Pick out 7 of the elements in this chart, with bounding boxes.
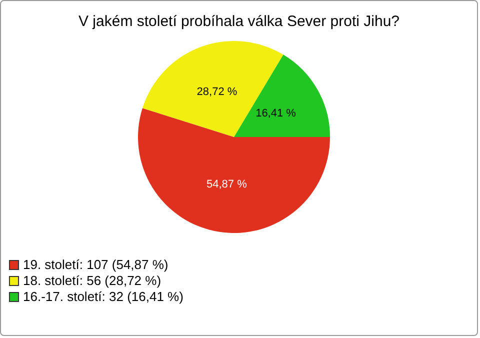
legend-label: 19. století: 107 (54,87 %) xyxy=(23,257,168,273)
data-label: 54,87 % xyxy=(206,178,248,190)
data-label: 16,41 % xyxy=(256,107,296,120)
data-label: 28,72 % xyxy=(196,86,238,98)
chart-title: V jakém století probíhala válka Sever proti Jihu? xyxy=(78,13,400,30)
legend-label: 18. století: 56 (28,72 %) xyxy=(23,273,162,289)
legend-label: 16.-17. století: 32 (16,41 %) xyxy=(23,289,184,305)
